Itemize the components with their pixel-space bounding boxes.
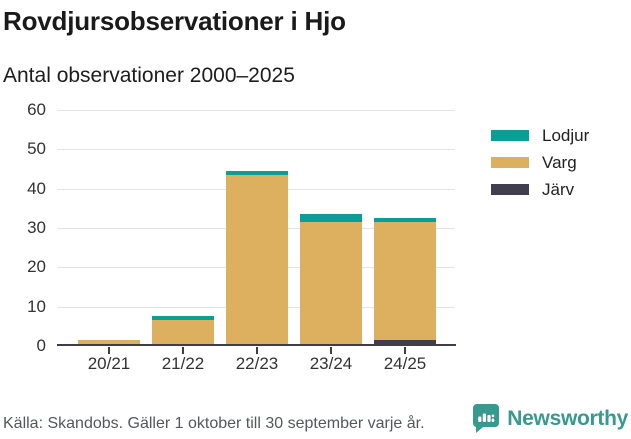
x-axis-label: 23/24 xyxy=(309,354,353,373)
legend-label: Lodjur xyxy=(542,125,590,145)
y-axis-label: 40 xyxy=(27,178,46,198)
x-axis-label: 22/23 xyxy=(235,354,279,373)
x-axis-label: 20/21 xyxy=(87,354,131,373)
bar-segment-lodjur xyxy=(374,218,436,223)
legend-swatch-järv xyxy=(491,184,529,195)
bar-24/25 xyxy=(374,110,436,344)
newsworthy-wordmark: Newsworthy xyxy=(507,406,628,430)
x-axis-tick xyxy=(182,347,184,354)
bar-segment-varg xyxy=(300,222,362,344)
gridline-50 xyxy=(57,149,455,151)
y-axis-label: 50 xyxy=(27,139,46,159)
newsworthy-logo-icon xyxy=(472,403,500,434)
bar-20/21 xyxy=(78,110,140,344)
bar-segment-varg xyxy=(226,174,288,344)
source-note: Källa: Skandobs. Gäller 1 oktober till 3… xyxy=(3,415,425,432)
plot-area xyxy=(57,110,456,354)
legend-swatch-varg xyxy=(491,157,529,168)
bar-22/23 xyxy=(226,110,288,344)
bar-segment-lodjur xyxy=(152,316,214,321)
bar-segment-varg xyxy=(374,222,436,341)
bar-21/22 xyxy=(152,110,214,344)
bar-segment-varg xyxy=(152,320,214,344)
y-axis-label: 10 xyxy=(27,296,46,316)
bar-segment-lodjur xyxy=(300,214,362,223)
legend-label: Varg xyxy=(542,152,577,172)
chart-subtitle: Antal observationer 2000–2025 xyxy=(3,64,295,87)
x-axis-tick xyxy=(108,347,110,354)
x-axis-tick xyxy=(256,347,258,354)
bar-segment-järv xyxy=(374,340,436,344)
legend-item-järv: Järv xyxy=(491,180,589,199)
x-axis-label: 24/25 xyxy=(383,354,427,373)
y-axis-label: 60 xyxy=(27,100,46,119)
legend-item-lodjur: Lodjur xyxy=(491,126,589,145)
legend-swatch-lodjur xyxy=(491,130,529,141)
bar-23/24 xyxy=(300,110,362,344)
bar-segment-lodjur xyxy=(226,170,288,175)
legend-label: Järv xyxy=(542,179,575,199)
x-axis-label: 21/22 xyxy=(161,354,205,373)
gridline-60 xyxy=(57,110,455,111)
y-axis-label: 30 xyxy=(27,218,46,237)
newsworthy-logo[interactable]: Newsworthy xyxy=(472,403,628,434)
x-axis-tick xyxy=(404,347,406,354)
x-axis-tick xyxy=(330,347,332,354)
bar-segment-varg xyxy=(78,340,140,344)
legend-item-varg: Varg xyxy=(491,153,589,172)
y-axis-label: 20 xyxy=(27,257,46,277)
x-axis-line xyxy=(57,344,456,346)
chart-legend: Lodjur Varg Järv xyxy=(491,126,589,199)
page-title: Rovdjursobservationer i Hjo xyxy=(3,6,346,36)
y-axis-label: 0 xyxy=(36,336,46,355)
